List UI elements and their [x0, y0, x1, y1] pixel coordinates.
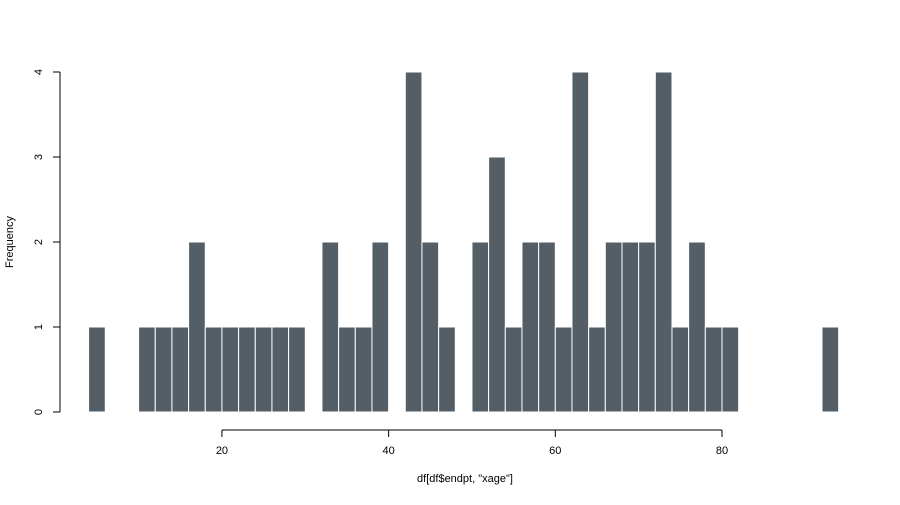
y-tick-label: 2: [33, 239, 45, 245]
histogram-bar: [638, 241, 656, 413]
histogram-bar: [254, 326, 273, 413]
x-tick-label: 80: [716, 445, 728, 457]
histogram-bar: [371, 241, 390, 413]
histogram-bar: [488, 156, 506, 413]
histogram-bar: [321, 241, 340, 413]
histogram-bar: [221, 326, 240, 413]
histogram-bar: [138, 326, 156, 413]
x-axis-label: df[df$endpt, "xage"]: [417, 473, 513, 485]
x-tick-label: 40: [382, 445, 394, 457]
histogram-bar: [588, 326, 606, 413]
histogram-bar: [521, 241, 540, 413]
histogram-bar: [204, 326, 223, 413]
y-tick-label: 0: [33, 409, 45, 415]
y-tick-label: 3: [33, 154, 45, 160]
histogram-bar: [238, 326, 256, 413]
histogram-bar: [621, 241, 640, 413]
x-axis: 20 40 60 80: [216, 429, 728, 457]
histogram-bar: [571, 71, 590, 413]
histogram-bar: [354, 326, 373, 413]
histogram-bar: [188, 241, 206, 413]
histogram-bar: [404, 71, 423, 413]
histogram-bar: [538, 241, 556, 413]
y-tick-label: 1: [33, 324, 45, 330]
histogram-bar: [688, 241, 706, 413]
histogram-bar: [421, 241, 440, 413]
histogram-bar: [504, 326, 523, 413]
histogram-bar: [171, 326, 190, 413]
histogram-bar: [271, 326, 290, 413]
y-axis: 0 1 2 3 4: [33, 69, 61, 415]
histogram-bar: [721, 326, 740, 413]
histogram-bar: [654, 71, 673, 413]
histogram-bar: [438, 326, 456, 413]
histogram-bar: [154, 326, 173, 413]
histogram-bar: [821, 326, 840, 413]
histogram-bar: [554, 326, 573, 413]
bars-group: [88, 71, 840, 413]
x-tick-label: 20: [216, 445, 228, 457]
histogram-bar: [338, 326, 356, 413]
y-tick-label: 4: [33, 69, 45, 75]
histogram-bar: [604, 241, 623, 413]
histogram-bar: [288, 326, 306, 413]
histogram-bar: [471, 241, 490, 413]
x-tick-label: 60: [549, 445, 561, 457]
histogram-bar: [671, 326, 690, 413]
histogram-bar: [704, 326, 723, 413]
histogram-bar: [88, 326, 106, 413]
y-axis-label: Frequency: [4, 216, 16, 268]
